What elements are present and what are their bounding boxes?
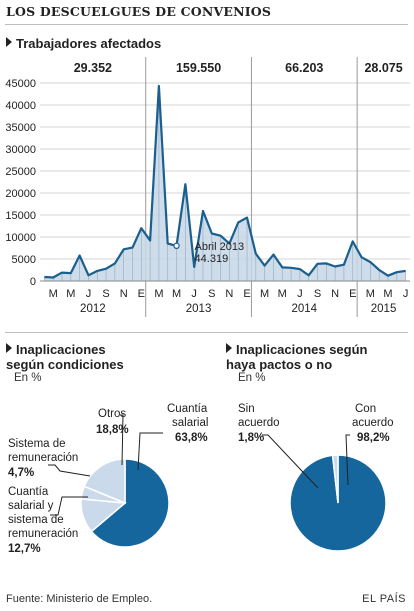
pie2-value-con: 98,2% (357, 432, 390, 444)
pie2-label-con-l1: Con (355, 403, 376, 415)
x-tick-label: M (154, 288, 163, 300)
line-chart-title: Trabajadores afectados (16, 36, 162, 51)
peak-marker (173, 242, 180, 249)
pie1-value-cuantia: 63,8% (175, 432, 208, 444)
annual-total: 29.352 (74, 61, 112, 75)
pie2-title-line1: Inaplicaciones según (236, 342, 368, 357)
x-tick-label: M (278, 288, 287, 300)
pie1-subtitle: En % (14, 372, 42, 384)
annual-total: 28.075 (364, 61, 402, 75)
pie1-title-line1: Inaplicaciones (16, 342, 106, 357)
x-tick-label: J (191, 288, 197, 300)
pie1-value-sistema: 4,7% (8, 467, 34, 479)
y-tick-label: 45000 (5, 78, 36, 90)
pie2-leader-sin (262, 434, 319, 489)
pie1-label-mixto-l4: remuneración (8, 528, 78, 540)
pie1-label-sistema-l1: Sistema de (8, 438, 66, 450)
pie1-slice-3 (83, 458, 126, 505)
x-tick-label: M (366, 288, 375, 300)
y-tick-label: 35000 (5, 122, 36, 134)
pie1-label-mixto-l2: salarial y (8, 500, 54, 512)
pie2-label-sin-l2: acuerdo (238, 417, 280, 429)
pie1-label-sistema-l2: remuneración (8, 452, 78, 464)
pie2-label-sin-l1: Sin (238, 403, 255, 415)
y-tick-label: 20000 (5, 188, 36, 200)
brand-logo: EL PAÍS (362, 593, 406, 605)
y-tick-label: 30000 (5, 144, 36, 156)
series-area (44, 86, 406, 281)
pie1-leader-mixto (50, 496, 88, 516)
pie1-label-otros: Otros (98, 408, 126, 420)
pie2-slice-1 (331, 454, 339, 504)
x-tick-label: S (102, 288, 109, 300)
x-tick-label: N (120, 288, 128, 300)
y-tick-label: 10000 (5, 232, 36, 244)
annotation-label: Abril 2013 (195, 241, 245, 253)
pie2-subtitle: En % (238, 372, 266, 384)
x-tick-label: J (86, 288, 92, 300)
source-note: Fuente: Ministerio de Empleo. (6, 593, 153, 605)
pie2-title-line2: haya pactos o no (226, 357, 333, 372)
x-tick-label: M (260, 288, 269, 300)
y-tick-label: 15000 (5, 210, 36, 222)
x-tick-label: S (208, 288, 215, 300)
pie1-heading: Inaplicaciones según condiciones (6, 342, 124, 372)
x-tick-label: M (383, 288, 392, 300)
x-tick-label: M (172, 288, 181, 300)
pie2-value-sin: 1,8% (238, 432, 264, 444)
line-chart: 0 5000 10000 15000 20000 25000 30000 35000 40000… (5, 57, 410, 317)
x-tick-label: E (138, 288, 145, 300)
pie1-title-line2: según condiciones (6, 357, 124, 372)
annual-total: 66.203 (285, 61, 323, 75)
pie-charts: Cuantía salarial 63,8% Otros 18,8% Siste… (8, 403, 394, 555)
pie1-leader-sistema (48, 464, 91, 477)
annual-total: 159.550 (176, 61, 221, 75)
series-line (44, 84, 406, 279)
year-label: 2015 (371, 303, 397, 315)
year-label: 2014 (291, 303, 317, 315)
y-tick-label: 5000 (12, 254, 36, 266)
x-tick-label: J (297, 288, 303, 300)
play-bullet-icon (6, 37, 12, 47)
page-title: LOS DESCUELGUES DE CONVENIOS (6, 4, 272, 19)
pie2-label-con-l2: acuerdo (352, 417, 394, 429)
pie1-value-otros: 18,8% (96, 424, 129, 436)
y-tick-label: 40000 (5, 100, 36, 112)
x-tick-label: N (225, 288, 233, 300)
pie1-label-cuantia-l1: Cuantía (167, 403, 208, 415)
title-rule (5, 24, 408, 25)
x-tick-label: J (403, 288, 409, 300)
section-rule (5, 332, 408, 333)
x-tick-label: N (331, 288, 339, 300)
x-tick-label: E (349, 288, 356, 300)
pie1-leader-cuantia (137, 432, 163, 471)
pie1-value-mixto: 12,7% (8, 543, 41, 555)
pie1-slice-0 (90, 458, 170, 548)
pie2-leader-con (345, 434, 350, 486)
play-bullet-icon (226, 343, 232, 353)
year-label: 2012 (80, 303, 106, 315)
pie1-leader-otros (120, 414, 124, 466)
x-tick-label: E (243, 288, 250, 300)
play-bullet-icon (6, 343, 12, 353)
year-label: 2013 (186, 303, 212, 315)
pie1-label-mixto-l3: sistema de (8, 514, 64, 526)
pie1-label-mixto-l1: Cuantía (8, 486, 49, 498)
x-tick-label: M (66, 288, 75, 300)
x-tick-label: M (49, 288, 58, 300)
y-tick-label: 25000 (5, 166, 36, 178)
line-chart-heading: Trabajadores afectados (6, 36, 161, 51)
y-tick-label: 0 (30, 276, 36, 288)
pie2-heading: Inaplicaciones según haya pactos o no (226, 342, 368, 372)
annotation-value: 44.319 (195, 253, 229, 265)
pie1-label-cuantia-l2: salarial (172, 417, 208, 429)
x-tick-label: S (314, 288, 321, 300)
